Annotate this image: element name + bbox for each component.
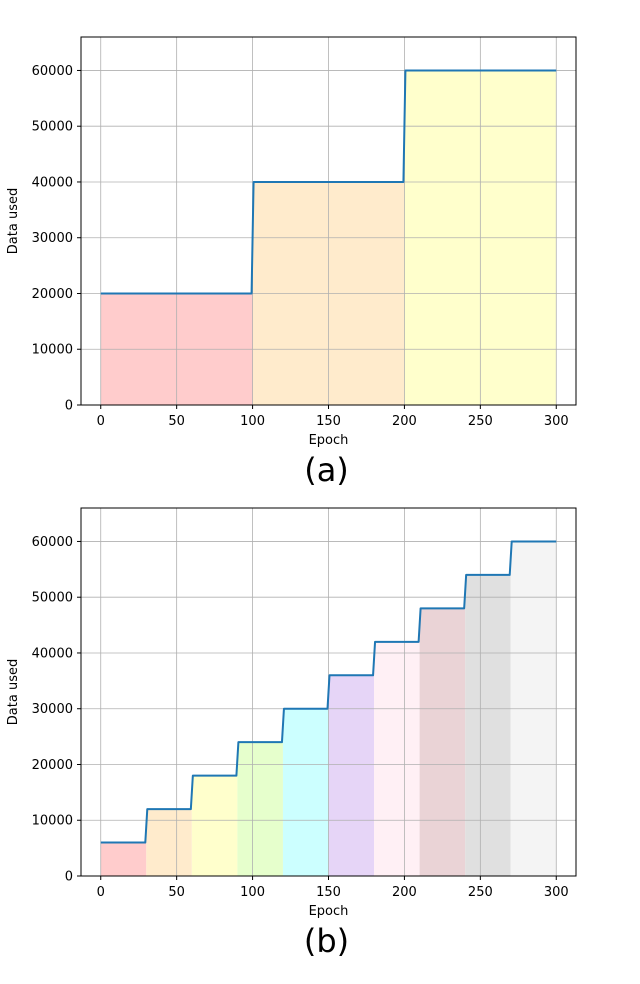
- data-line: [100, 69, 557, 295]
- y-tick-label-6: 60000: [32, 535, 73, 550]
- x-tick-label-3: 150: [316, 885, 341, 900]
- x-tick-label-5: 250: [468, 414, 493, 429]
- y-tick-label-0: 0: [65, 399, 73, 414]
- x-tick-label-0: 0: [97, 885, 105, 900]
- y-tick-label-3: 30000: [32, 702, 73, 717]
- y-tick-label-6: 60000: [32, 64, 73, 79]
- y-tick-label-2: 20000: [32, 287, 73, 302]
- x-tick-label-0: 0: [97, 414, 105, 429]
- y-tick-label-4: 40000: [32, 175, 73, 190]
- x-axis-label: Epoch: [309, 433, 349, 448]
- x-tick-label-6: 300: [544, 885, 569, 900]
- y-tick-label-2: 20000: [32, 758, 73, 773]
- data-line: [100, 540, 557, 844]
- y-tick-label-0: 0: [65, 870, 73, 885]
- x-tick-label-2: 100: [240, 885, 265, 900]
- y-tick-label-5: 50000: [32, 120, 73, 135]
- x-tick-label-4: 200: [392, 885, 417, 900]
- stage-fill-1: [146, 809, 192, 876]
- chart-b: 0 50 100 150 200 250 300 0 10000 20000 30000 40000 5…: [6, 507, 577, 960]
- y-axis-label: Data used: [6, 659, 21, 725]
- x-tick-label-6: 300: [544, 414, 569, 429]
- chart-a: 0 50 100 150 200 250 300 0 10000 20000 30000 40000 5…: [6, 36, 577, 489]
- x-axis-label: Epoch: [309, 904, 349, 919]
- y-tick-label-3: 30000: [32, 231, 73, 246]
- x-tick-label-2: 100: [240, 414, 265, 429]
- stage-fill-2: [191, 775, 238, 876]
- y-tick-label-5: 50000: [32, 591, 73, 606]
- subfigure-caption: (b): [304, 922, 349, 960]
- x-tick-label-3: 150: [316, 414, 341, 429]
- x-tick-label-1: 50: [168, 885, 185, 900]
- y-tick-label-1: 10000: [32, 814, 73, 829]
- stage-fill-7: [419, 608, 466, 876]
- stage-fill-6: [374, 641, 420, 876]
- x-tick-label-5: 250: [468, 885, 493, 900]
- x-tick-label-1: 50: [168, 414, 185, 429]
- stage-fill-0: [100, 842, 147, 876]
- stage-fill-4: [282, 708, 329, 876]
- stage-fill-8: [465, 574, 511, 876]
- y-axis-label: Data used: [6, 188, 21, 254]
- stage-fill-5: [328, 675, 375, 876]
- subfigure-caption: (a): [304, 451, 349, 489]
- y-tick-label-4: 40000: [32, 646, 73, 661]
- stage-fill-3: [237, 742, 283, 876]
- y-tick-label-1: 10000: [32, 343, 73, 358]
- x-tick-label-4: 200: [392, 414, 417, 429]
